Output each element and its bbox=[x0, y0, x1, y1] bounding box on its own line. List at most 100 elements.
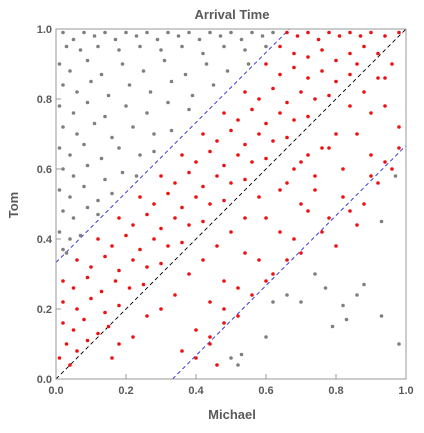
gray-point bbox=[64, 44, 69, 49]
gray-point bbox=[68, 237, 72, 241]
red-point bbox=[222, 307, 226, 311]
gray-point bbox=[57, 62, 62, 66]
red-point bbox=[334, 132, 338, 136]
red-point bbox=[250, 160, 254, 164]
gray-point bbox=[103, 30, 107, 35]
red-point bbox=[292, 237, 296, 241]
gray-point bbox=[68, 69, 72, 73]
gray-point bbox=[183, 72, 188, 77]
red-point bbox=[369, 174, 373, 178]
gray-point bbox=[57, 104, 62, 108]
red-point bbox=[306, 153, 310, 157]
red-point bbox=[376, 51, 380, 56]
red-point bbox=[313, 97, 317, 101]
red-point bbox=[369, 153, 373, 157]
red-point bbox=[180, 153, 184, 157]
red-point bbox=[201, 219, 205, 224]
red-point bbox=[61, 279, 65, 283]
red-point bbox=[117, 303, 121, 308]
red-point bbox=[397, 146, 401, 150]
red-point bbox=[299, 90, 303, 94]
red-point bbox=[208, 300, 212, 304]
red-point bbox=[369, 30, 373, 35]
gray-point bbox=[362, 282, 366, 287]
y-tick-label: 1.0 bbox=[37, 24, 52, 36]
red-point bbox=[257, 132, 261, 136]
gray-point bbox=[117, 48, 121, 52]
gray-point bbox=[162, 58, 167, 63]
red-point bbox=[85, 338, 90, 343]
gray-point bbox=[229, 30, 233, 35]
y-tick-label: 0.6 bbox=[37, 164, 52, 176]
gray-point bbox=[71, 174, 76, 178]
red-point bbox=[215, 174, 219, 178]
red-point bbox=[278, 44, 282, 49]
red-point bbox=[264, 216, 268, 220]
red-point bbox=[243, 90, 247, 94]
x-axis-label: Michael bbox=[208, 407, 256, 422]
red-point bbox=[264, 279, 268, 283]
gray-point bbox=[120, 62, 125, 66]
gray-point bbox=[393, 174, 398, 178]
gray-point bbox=[75, 90, 79, 94]
gray-point bbox=[285, 293, 289, 297]
red-point bbox=[341, 195, 345, 199]
gray-point bbox=[299, 300, 303, 304]
red-point bbox=[271, 139, 275, 143]
gray-point bbox=[260, 34, 265, 38]
gray-point bbox=[71, 216, 76, 220]
red-point bbox=[75, 258, 79, 262]
gray-point bbox=[145, 30, 149, 35]
red-point bbox=[64, 342, 69, 346]
red-point bbox=[257, 258, 261, 262]
red-point bbox=[75, 349, 79, 353]
red-point bbox=[229, 128, 233, 133]
x-tick-label: 0.6 bbox=[258, 385, 273, 397]
red-point bbox=[292, 65, 296, 70]
gray-point bbox=[85, 205, 90, 210]
gray-point bbox=[134, 174, 139, 178]
gray-point bbox=[355, 293, 359, 297]
red-point bbox=[215, 244, 219, 248]
red-point bbox=[159, 226, 163, 231]
red-point bbox=[264, 62, 268, 66]
red-point bbox=[236, 314, 240, 318]
red-point bbox=[320, 69, 324, 73]
red-point bbox=[89, 296, 93, 301]
gray-point bbox=[271, 300, 275, 304]
x-tick-label: 0.0 bbox=[48, 385, 63, 397]
red-point bbox=[306, 209, 310, 213]
red-point bbox=[313, 188, 317, 192]
red-point bbox=[257, 195, 261, 199]
red-point bbox=[337, 34, 342, 38]
gray-point bbox=[110, 191, 114, 196]
red-point bbox=[285, 258, 289, 262]
red-point bbox=[138, 195, 142, 199]
red-point bbox=[358, 34, 363, 38]
red-point bbox=[243, 142, 247, 147]
red-point bbox=[99, 289, 104, 294]
gray-point bbox=[61, 83, 65, 87]
red-point bbox=[383, 160, 387, 164]
red-point bbox=[348, 51, 352, 56]
gray-point bbox=[96, 44, 100, 49]
red-point bbox=[145, 314, 149, 318]
y-tick-label: 0.0 bbox=[37, 374, 52, 386]
red-point bbox=[320, 146, 324, 150]
red-point bbox=[271, 86, 275, 91]
red-point bbox=[152, 202, 156, 206]
reference-lines bbox=[55, 28, 407, 380]
red-point bbox=[117, 268, 121, 273]
gray-point bbox=[246, 62, 251, 66]
x-tick-label: 0.8 bbox=[328, 385, 343, 397]
red-point bbox=[264, 156, 268, 161]
red-point bbox=[397, 125, 401, 129]
gray-point bbox=[117, 146, 121, 150]
red-point bbox=[299, 251, 303, 255]
red-point bbox=[61, 321, 65, 325]
red-point bbox=[362, 90, 366, 94]
red-point bbox=[327, 146, 331, 150]
red-point bbox=[201, 258, 205, 262]
gray-point bbox=[61, 247, 65, 252]
